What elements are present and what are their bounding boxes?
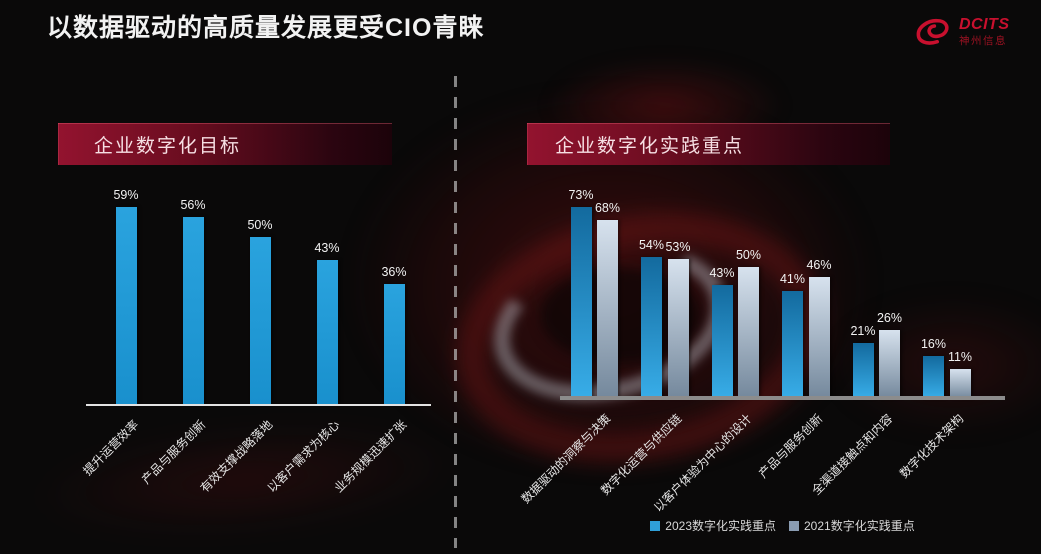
legend-label-2021: 2021数字化实践重点 [804,519,915,533]
page-title: 以数据驱动的高质量发展更受CIO青睐 [47,14,485,42]
brand-name: DCITS [959,16,1010,34]
bar-series-1 [738,267,759,398]
x-axis-line [86,403,431,406]
legend-item-2023: 2023数字化实践重点 [650,517,776,534]
category-label: 数字化技术架构 [896,411,967,481]
bar-value-label: 26% [876,311,903,325]
bar-series-0 [115,207,137,404]
bar-series-0 [182,217,204,404]
legend-swatch-2023 [650,520,661,531]
bar-series-0 [852,343,874,398]
bar-series-1 [808,277,830,398]
brand-logo-text: DCITS 神州信息 [959,16,1010,47]
left-chart-header-label: 企业数字化目标 [94,135,242,157]
bar-series-1 [667,259,689,398]
category-label: 提升运营效率 [80,417,142,479]
bar-series-0 [249,237,271,404]
brand-subname: 神州信息 [959,34,1007,47]
bar-value-label: 43% [314,241,340,255]
legend-label-2023: 2023数字化实践重点 [665,519,776,533]
right-chart-header: 企业数字化实践重点 [527,123,890,165]
brand-logo: DCITS 神州信息 [912,16,1010,48]
bar-series-1 [879,330,900,398]
bar-series-0 [570,207,592,398]
category-label: 产品与服务创新 [139,417,209,487]
bar-value-label: 53% [665,240,691,254]
category-label: 产品与服务创新 [755,411,826,481]
panel-divider-dashed-line [454,76,457,548]
bar-value-label: 50% [735,248,762,262]
bar-series-0 [782,291,803,398]
left-chart-header: 企业数字化目标 [58,123,392,165]
bar-value-label: 68% [594,201,621,215]
bar-value-label: 50% [247,218,273,232]
bar-series-1 [597,220,618,398]
bar-series-0 [923,356,944,398]
bar-series-0 [711,285,733,398]
category-label: 数据驱动的洞察与决策 [518,411,614,507]
bar-value-label: 73% [568,188,594,202]
chart-legend: 2023数字化实践重点 2021数字化实践重点 [560,517,1005,534]
left-bar-chart: 59% 56% 50% 43% 36% 提升运营效率 产品与服务创新 有效支撑战略落地 以客户需… [80,165,431,495]
legend-swatch-2021 [789,520,799,531]
bar-series-0 [316,260,338,404]
x-axis-line [560,396,1005,400]
bar-value-label: 56% [180,198,206,212]
bar-series-1 [949,369,971,398]
bar-series-0 [641,257,662,398]
legend-item-2021: 2021数字化实践重点 [789,517,915,534]
right-bar-chart: 73% 54% 43% 41% 21% 16% 68% 53% 50% 46% 26% 11% 数据驱动… [519,160,1005,515]
bar-value-label: 36% [381,265,407,279]
brand-swirl-icon [916,18,949,45]
right-chart-header-label: 企业数字化实践重点 [555,135,745,157]
bar-value-label: 16% [920,337,947,351]
bar-value-label: 11% [947,350,973,364]
bar-series-0 [383,284,405,404]
bar-value-label: 46% [806,258,832,272]
bar-value-label: 59% [113,188,139,202]
